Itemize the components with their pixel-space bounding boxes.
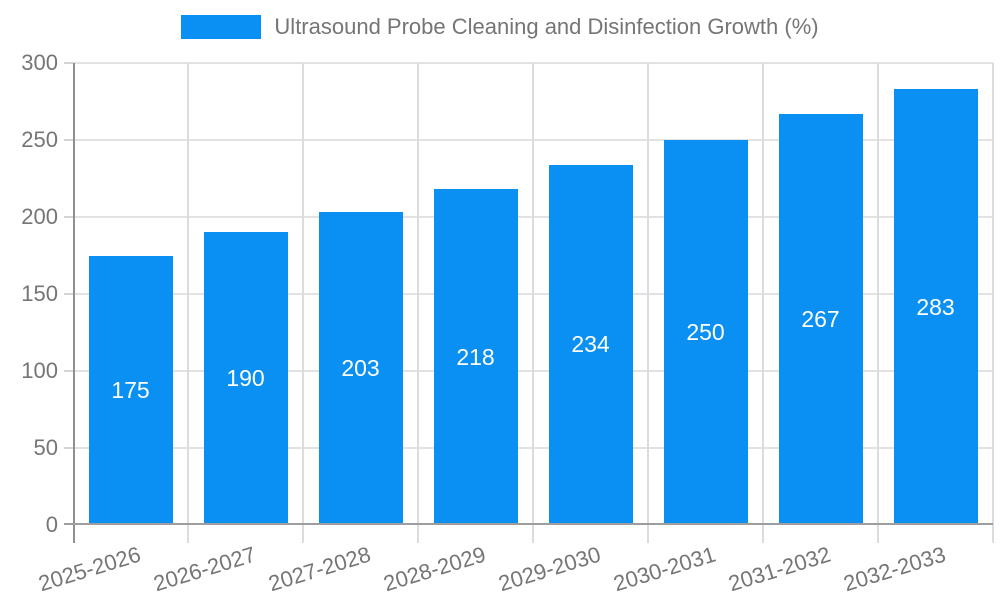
x-gridline <box>762 63 764 543</box>
bar: 218 <box>433 189 518 525</box>
y-axis-label: 0 <box>45 512 58 537</box>
bar-value-label: 250 <box>686 319 725 345</box>
bar-value-label: 283 <box>916 293 955 320</box>
x-axis-label: 2026-2027 <box>150 541 259 597</box>
y-axis-tick <box>64 370 73 372</box>
y-axis-label: 150 <box>21 281 58 306</box>
bar: 190 <box>203 232 288 525</box>
y-axis-label: 200 <box>21 204 58 229</box>
x-gridline <box>647 63 649 543</box>
y-axis-line <box>73 63 75 543</box>
x-axis-label: 2029-2030 <box>495 541 604 597</box>
legend-swatch <box>181 15 262 39</box>
x-gridline <box>877 63 879 543</box>
y-axis-tick <box>64 447 73 449</box>
x-gridline <box>417 63 419 543</box>
bar-value-label: 203 <box>341 355 380 382</box>
bar: 267 <box>778 113 863 525</box>
legend-label: Ultrasound Probe Cleaning and Disinfecti… <box>274 14 819 39</box>
y-axis-tick <box>64 216 73 218</box>
x-axis-line <box>64 523 993 525</box>
bar-value-label: 218 <box>456 343 495 370</box>
y-axis-tick <box>64 62 73 64</box>
x-axis-label: 2031-2032 <box>725 541 834 597</box>
bar-value-label: 190 <box>226 365 265 392</box>
y-axis-tick <box>64 139 73 141</box>
bar: 234 <box>548 164 633 525</box>
plot-area: 0 50 100 150 200 250 300 175 190 203 218 234 250 267 2… <box>21 50 994 596</box>
y-axis-label: 300 <box>21 50 58 75</box>
x-gridline <box>992 63 994 543</box>
x-axis-label: 2028-2029 <box>380 541 489 597</box>
bar-value-label: 175 <box>111 376 150 403</box>
chart-legend: Ultrasound Probe Cleaning and Disinfecti… <box>0 14 1000 40</box>
bar: 250 <box>663 140 748 525</box>
x-gridline <box>302 63 304 543</box>
bar: 203 <box>318 212 403 525</box>
bar: 283 <box>893 89 978 525</box>
x-gridline <box>532 63 534 543</box>
x-axis-label: 2032-2033 <box>840 541 949 597</box>
x-axis-label: 2027-2028 <box>265 541 374 597</box>
x-axis-label: 2025-2026 <box>35 541 144 597</box>
x-gridline <box>187 63 189 543</box>
bar-value-label: 234 <box>571 331 610 358</box>
y-axis-label: 250 <box>21 127 58 152</box>
bar-value-label: 267 <box>801 305 840 332</box>
y-axis-label: 50 <box>33 435 58 460</box>
bar: 175 <box>88 255 173 525</box>
x-axis-label: 2030-2031 <box>610 541 719 597</box>
y-axis-tick <box>64 293 73 295</box>
y-axis-label: 100 <box>21 358 58 383</box>
